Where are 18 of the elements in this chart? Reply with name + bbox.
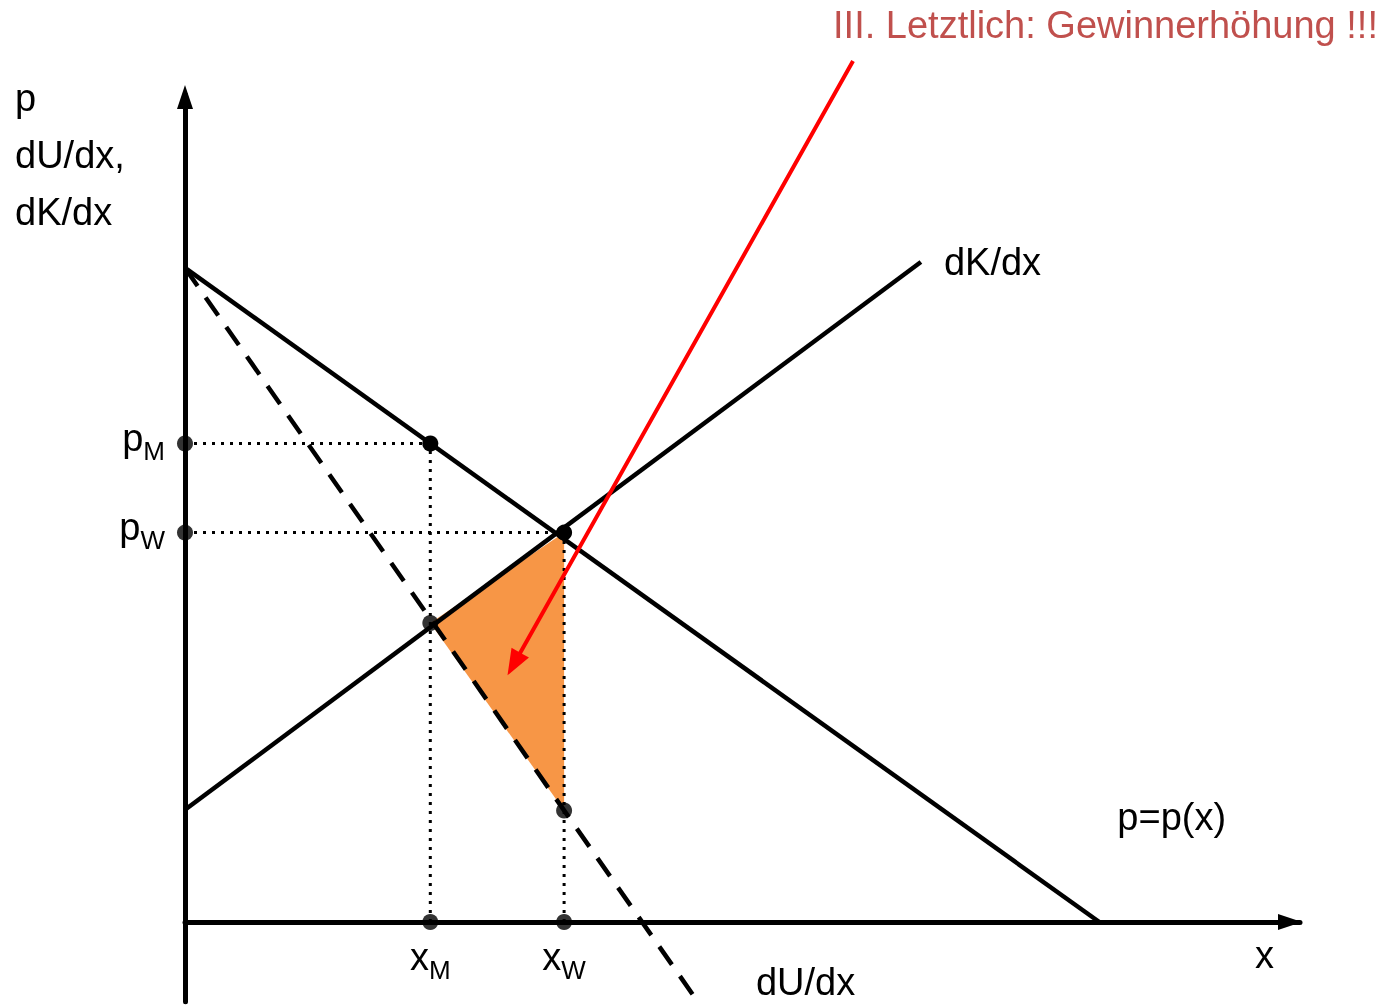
point [422,435,439,452]
text: p$_{M}$ [122,416,165,466]
text: p$_{W}$ [119,506,165,555]
point [422,914,439,930]
x-tick-label: x$_{M}$ [409,936,451,985]
point [177,435,193,452]
series-label: dK/dx [943,241,1042,283]
point [556,914,573,930]
point [177,524,193,541]
x-axis-title: x [1255,934,1274,976]
y-axis-title: p dU/dx, dK/dx [15,76,125,235]
x-tick-label: x$_{W}$ [542,936,586,985]
series-label: dU/dx [755,960,856,1003]
text: p=p(x) [1117,796,1227,838]
point [556,524,573,541]
text: III. Letztlich: Gewinnerhöhung !!! [833,4,1378,47]
point [556,802,573,819]
point [422,615,439,632]
